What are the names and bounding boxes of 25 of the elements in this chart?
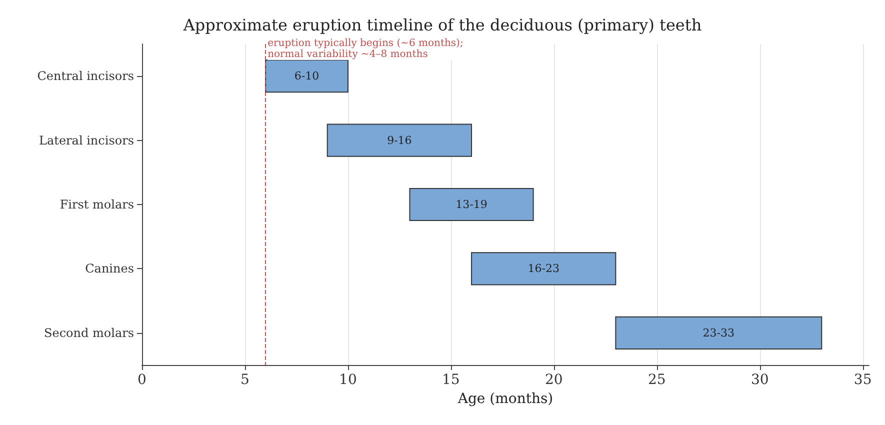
x-tick-label: 5 <box>240 372 250 388</box>
x-tick-label: 30 <box>750 372 769 388</box>
x-tick-label: 15 <box>442 372 460 388</box>
y-tick-label: Second molars <box>44 326 134 340</box>
data-label: 6-10 <box>294 70 320 83</box>
y-tick-label: Central incisors <box>37 69 134 84</box>
data-label: 23-33 <box>702 326 735 340</box>
chart-title: Approximate eruption timeline of the deciduous (primary) teeth <box>182 16 702 34</box>
x-tick-label: 20 <box>544 372 563 388</box>
x-tick-label: 10 <box>339 372 357 388</box>
ref-line-label: eruption typically begins (~6 months); normal variability ~4–8 months <box>268 38 464 60</box>
y-tick-label: Lateral incisors <box>39 133 134 148</box>
data-label: 16-23 <box>528 262 560 276</box>
data-label: 9-16 <box>387 134 412 147</box>
data-label: 13-19 <box>456 198 488 211</box>
x-tick-label: 25 <box>648 372 666 388</box>
bar <box>326 124 472 157</box>
y-tick-label: Canines <box>85 262 134 276</box>
x-tick-label: 0 <box>138 372 146 388</box>
x-tick-label: 35 <box>854 372 872 388</box>
bar <box>615 316 822 350</box>
bar <box>471 252 616 286</box>
y-tick-label: First molars <box>60 198 134 212</box>
bar <box>409 188 534 222</box>
x-axis-title: Age (months) <box>456 390 554 407</box>
